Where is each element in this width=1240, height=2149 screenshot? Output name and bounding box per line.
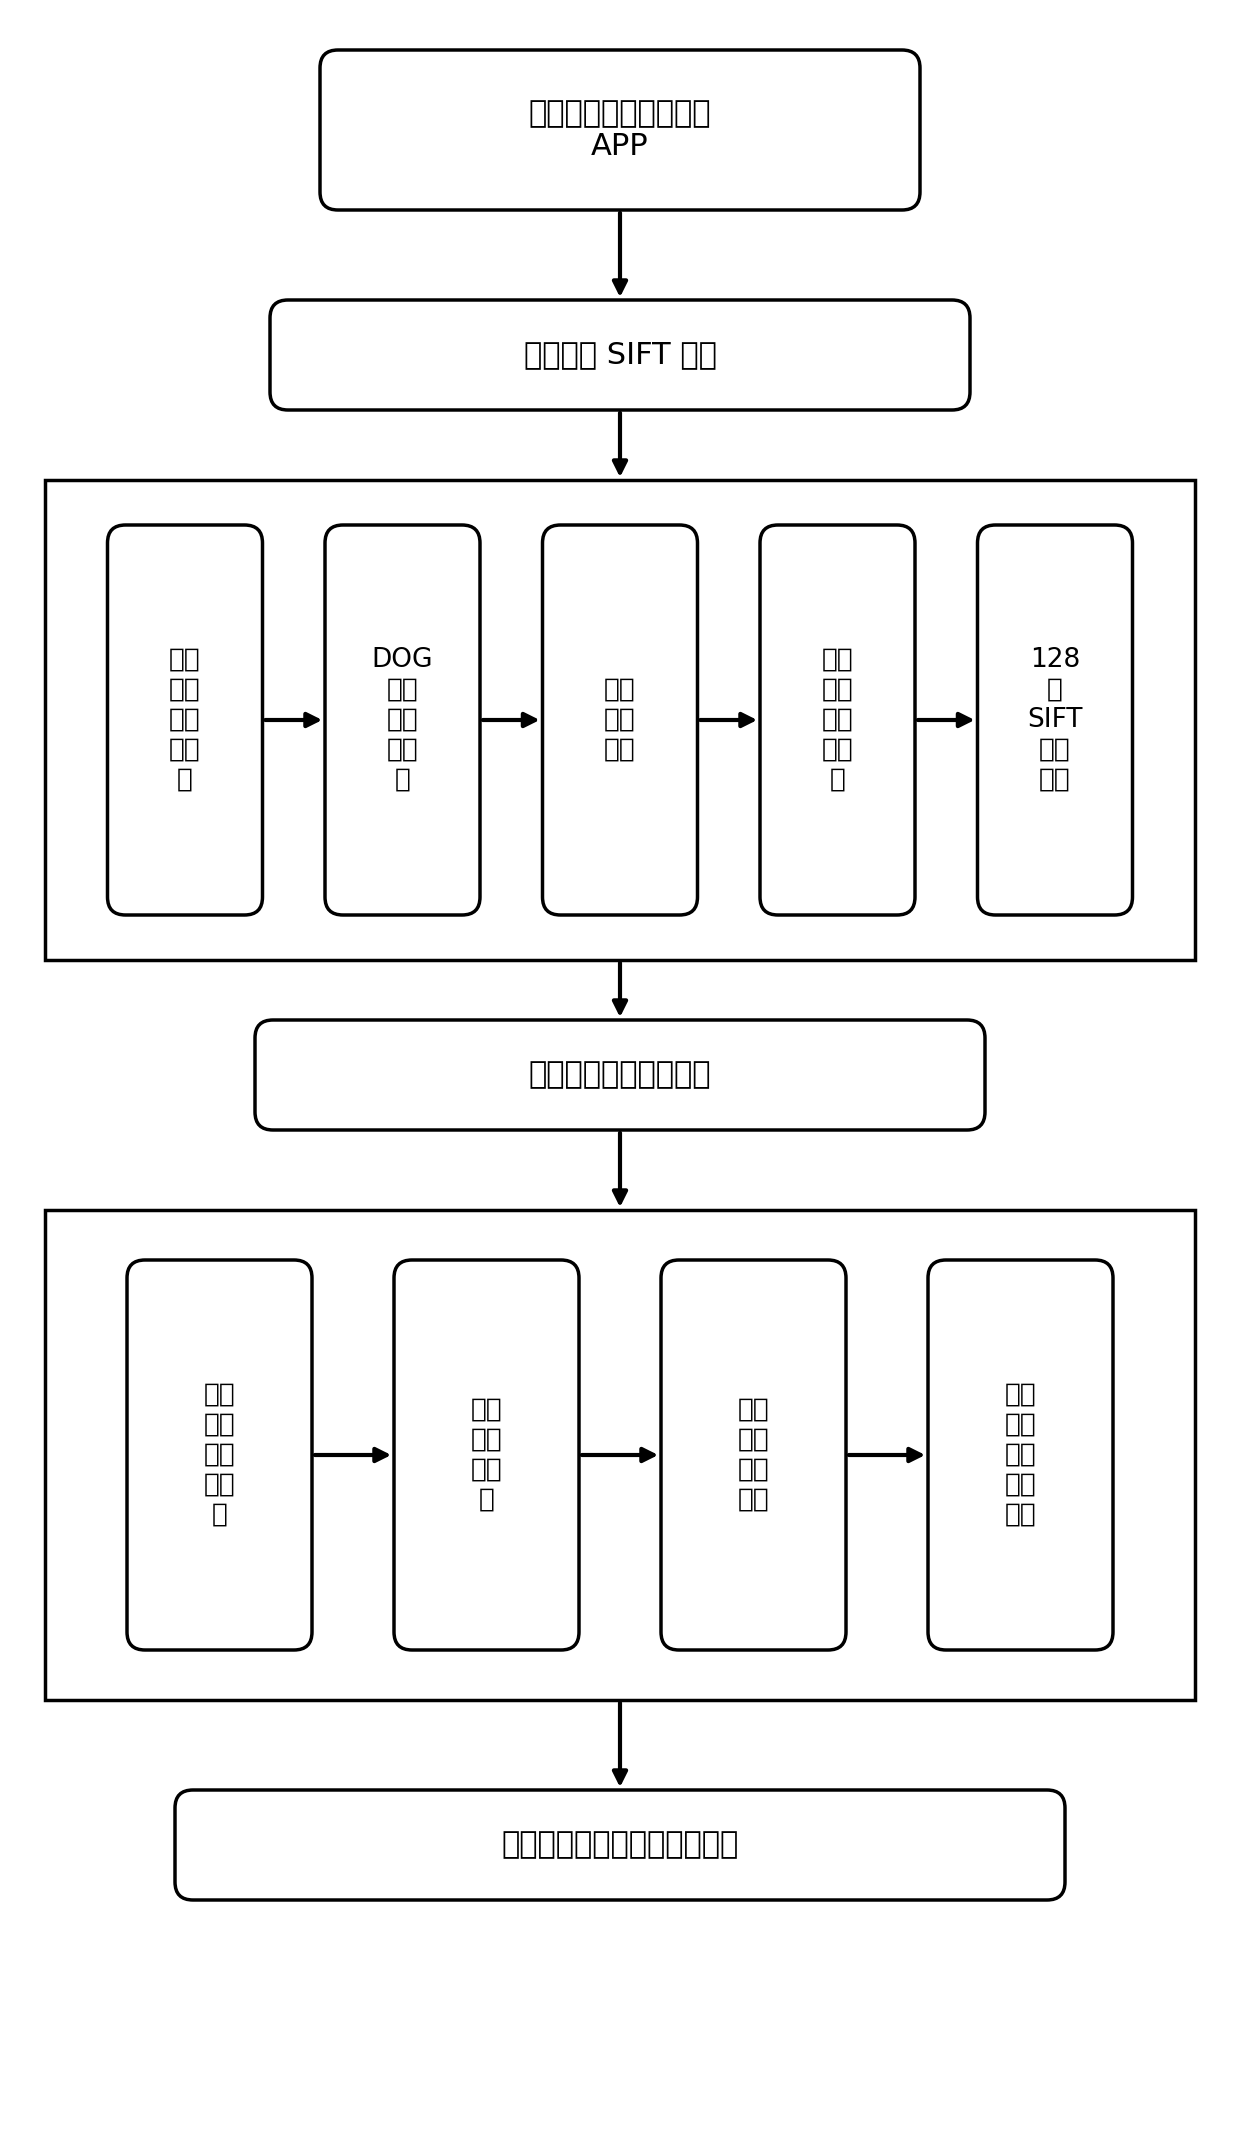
Text: 安装移动终端轮胎测量
APP: 安装移动终端轮胎测量 APP <box>528 99 712 161</box>
FancyBboxPatch shape <box>661 1259 846 1650</box>
FancyBboxPatch shape <box>108 524 263 915</box>
FancyBboxPatch shape <box>977 524 1132 915</box>
FancyBboxPatch shape <box>270 301 970 410</box>
Text: 提取轮胎 SIFT 特征: 提取轮胎 SIFT 特征 <box>523 340 717 370</box>
FancyBboxPatch shape <box>320 49 920 211</box>
Text: 高斯
预处
理胎
纹图
像: 高斯 预处 理胎 纹图 像 <box>169 647 201 793</box>
Bar <box>45 1210 1195 1700</box>
Text: 计算轮胎表面３维尺寸: 计算轮胎表面３维尺寸 <box>528 1059 712 1090</box>
FancyBboxPatch shape <box>928 1259 1114 1650</box>
Text: 计算两次测量之间轮胎磨损量: 计算两次测量之间轮胎磨损量 <box>501 1831 739 1859</box>
FancyBboxPatch shape <box>543 524 697 915</box>
FancyBboxPatch shape <box>126 1259 312 1650</box>
FancyBboxPatch shape <box>325 524 480 915</box>
Text: DOG
精确
定位
关键
点: DOG 精确 定位 关键 点 <box>372 647 433 793</box>
Text: 建立
双相
机位
姿方
程: 建立 双相 机位 姿方 程 <box>203 1382 236 1528</box>
Bar <box>45 479 1195 961</box>
FancyBboxPatch shape <box>394 1259 579 1650</box>
Text: 剔除
不稳
定点: 剔除 不稳 定点 <box>604 677 636 763</box>
Text: 搜索
极线
上的
块: 搜索 极线 上的 块 <box>471 1397 502 1513</box>
Text: 建立
极线
约束
方程: 建立 极线 约束 方程 <box>738 1397 769 1513</box>
FancyBboxPatch shape <box>760 524 915 915</box>
Text: 128
维
SIFT
特征
向量: 128 维 SIFT 特征 向量 <box>1027 647 1083 793</box>
Text: 计算
梯度
特征
主方
向: 计算 梯度 特征 主方 向 <box>822 647 853 793</box>
FancyBboxPatch shape <box>255 1021 985 1130</box>
Text: 结算
轮胎
表面
空间
坐标: 结算 轮胎 表面 空间 坐标 <box>1004 1382 1037 1528</box>
FancyBboxPatch shape <box>175 1790 1065 1900</box>
